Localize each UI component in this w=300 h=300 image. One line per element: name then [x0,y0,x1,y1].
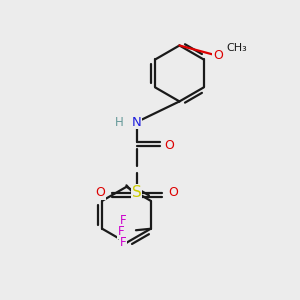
Text: O: O [213,49,223,62]
Text: O: O [95,186,105,199]
Text: H: H [115,116,124,128]
Text: O: O [169,186,178,199]
Text: S: S [132,185,142,200]
Text: O: O [164,139,174,152]
Text: N: N [132,116,142,128]
Text: F: F [119,236,126,249]
Text: F: F [118,225,124,238]
Text: F: F [119,214,126,227]
Text: CH₃: CH₃ [226,44,247,53]
